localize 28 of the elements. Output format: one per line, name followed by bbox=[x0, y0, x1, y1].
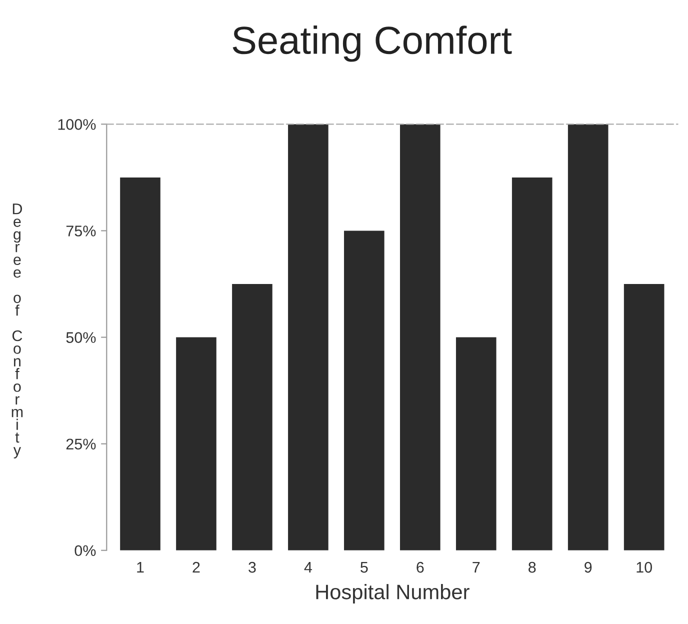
x-tick-label: 10 bbox=[636, 562, 652, 573]
bar bbox=[176, 337, 216, 550]
x-tick-label: 2 bbox=[192, 562, 200, 573]
x-tick-label: 9 bbox=[584, 562, 592, 573]
bar bbox=[568, 124, 608, 550]
x-tick-label: 8 bbox=[528, 562, 536, 573]
x-tick-label: 6 bbox=[416, 562, 424, 573]
x-tick-label: 5 bbox=[360, 562, 368, 573]
bar bbox=[288, 124, 328, 550]
y-tick-label: 75% bbox=[66, 226, 96, 236]
bar bbox=[400, 124, 440, 550]
chart-title: Seating Comfort bbox=[232, 26, 512, 62]
x-tick-label: 7 bbox=[472, 562, 480, 573]
x-tick-label: 4 bbox=[304, 562, 312, 573]
bar bbox=[344, 230, 384, 550]
bar bbox=[456, 337, 496, 550]
y-tick-label: 50% bbox=[66, 332, 96, 343]
y-tick-label: 0% bbox=[74, 545, 96, 556]
y-tick-label: 25% bbox=[66, 438, 96, 450]
bar bbox=[512, 177, 552, 550]
bar bbox=[120, 177, 160, 550]
bar bbox=[624, 284, 664, 550]
text: Degree of Conformity bbox=[12, 204, 23, 458]
x-tick-label: 1 bbox=[137, 562, 144, 573]
bar bbox=[232, 284, 272, 550]
x-tick-label: 3 bbox=[248, 562, 256, 573]
y-tick-label: 100% bbox=[58, 119, 96, 130]
x-axis-title: Hospital Number bbox=[316, 584, 470, 604]
